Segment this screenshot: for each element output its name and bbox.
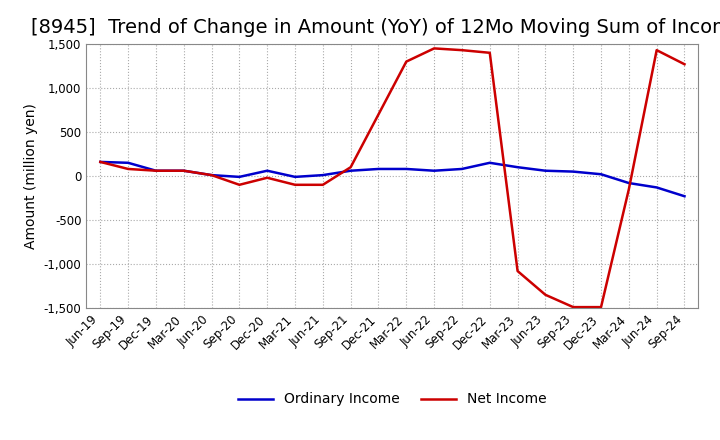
Ordinary Income [402, 166, 410, 172]
Net Income [485, 50, 494, 55]
Net Income [207, 172, 216, 178]
Net Income [680, 62, 689, 67]
Line: Ordinary Income: Ordinary Income [100, 162, 685, 196]
Ordinary Income [624, 180, 633, 186]
Ordinary Income [124, 160, 132, 165]
Ordinary Income [235, 174, 243, 180]
Net Income [291, 182, 300, 187]
Ordinary Income [430, 168, 438, 173]
Net Income [346, 165, 355, 170]
Net Income [179, 168, 188, 173]
Ordinary Income [485, 160, 494, 165]
Ordinary Income [318, 172, 327, 178]
Net Income [152, 168, 161, 173]
Net Income [374, 112, 383, 117]
Net Income [235, 182, 243, 187]
Ordinary Income [207, 172, 216, 178]
Net Income [652, 48, 661, 53]
Ordinary Income [541, 168, 550, 173]
Net Income [624, 187, 633, 192]
Net Income [513, 268, 522, 274]
Ordinary Income [291, 174, 300, 180]
Ordinary Income [513, 165, 522, 170]
Net Income [402, 59, 410, 64]
Ordinary Income [569, 169, 577, 174]
Ordinary Income [152, 168, 161, 173]
Net Income [124, 166, 132, 172]
Ordinary Income [96, 159, 104, 165]
Ordinary Income [179, 168, 188, 173]
Ordinary Income [680, 194, 689, 199]
Net Income [541, 292, 550, 297]
Ordinary Income [652, 185, 661, 190]
Y-axis label: Amount (million yen): Amount (million yen) [24, 103, 38, 249]
Net Income [458, 48, 467, 53]
Net Income [318, 182, 327, 187]
Ordinary Income [597, 172, 606, 177]
Net Income [569, 304, 577, 310]
Ordinary Income [263, 168, 271, 173]
Net Income [597, 304, 606, 310]
Line: Net Income: Net Income [100, 48, 685, 307]
Net Income [96, 159, 104, 165]
Net Income [430, 46, 438, 51]
Ordinary Income [346, 168, 355, 173]
Legend: Ordinary Income, Net Income: Ordinary Income, Net Income [233, 387, 552, 412]
Net Income [263, 175, 271, 180]
Title: [8945]  Trend of Change in Amount (YoY) of 12Mo Moving Sum of Incomes: [8945] Trend of Change in Amount (YoY) o… [32, 18, 720, 37]
Ordinary Income [374, 166, 383, 172]
Ordinary Income [458, 166, 467, 172]
